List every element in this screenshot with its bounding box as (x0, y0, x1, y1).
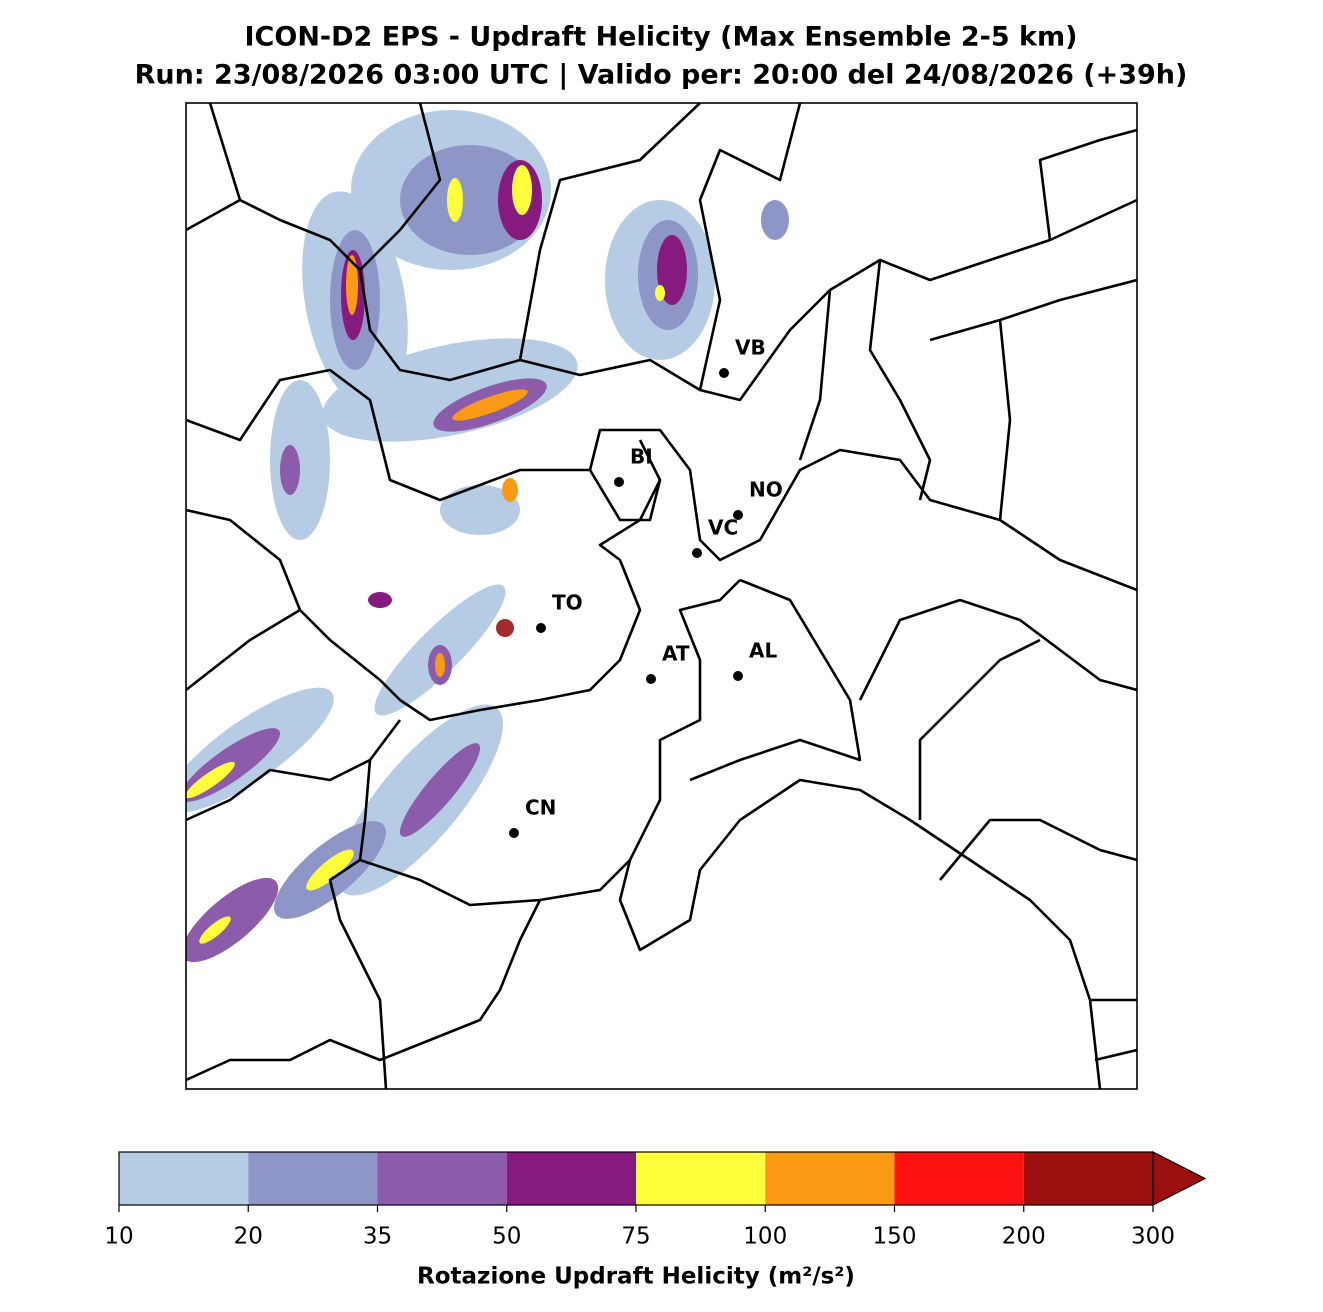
city-dot (536, 623, 546, 633)
colorbar: 10 20 35 50 75 100 150 200 300 (104, 1151, 1207, 1250)
colorbar-swatch (894, 1152, 1024, 1205)
colorbar-tick-label: 200 (1002, 1224, 1046, 1250)
colorbar-swatch (248, 1152, 378, 1205)
colorbar-tick-label: 35 (363, 1224, 392, 1250)
colorbar-label: Rotazione Updraft Helicity (m²/s²) (417, 1264, 855, 1290)
colorbar-swatch (1023, 1152, 1153, 1205)
colorbar-extension (1152, 1151, 1207, 1206)
helicity-field (186, 110, 789, 963)
city-label: CN (525, 796, 556, 820)
map-frame (185, 102, 1138, 1090)
city-label: AL (749, 639, 777, 663)
title-line: Run: 23/08/2026 03:00 UTC | Valido per: … (135, 60, 1188, 91)
borders (186, 103, 1137, 1089)
city-dot (692, 548, 702, 558)
colorbar-tick-label: 50 (492, 1224, 521, 1250)
city-label: BI (630, 445, 653, 469)
location-marker (496, 619, 514, 637)
colorbar-swatch (765, 1152, 895, 1205)
colorbar-swatch (506, 1152, 636, 1205)
city-dot (719, 368, 729, 378)
city-label: NO (749, 478, 783, 502)
colorbar-tick-label: 20 (234, 1224, 263, 1250)
colorbar-tick-label: 150 (873, 1224, 917, 1250)
city-label: TO (552, 591, 583, 615)
city-dot (733, 671, 743, 681)
city-label: VC (708, 516, 738, 540)
colorbar-tick-label: 10 (104, 1224, 133, 1250)
colorbar-swatch (119, 1152, 249, 1205)
colorbar-swatch (377, 1152, 507, 1205)
city-dot (509, 828, 519, 838)
colorbar-tick-label: 100 (743, 1224, 787, 1250)
title-line: ICON-D2 EPS - Updraft Helicity (Max Ense… (245, 22, 1078, 53)
city-label: VB (735, 336, 766, 360)
map-area: VB BI NO VC TO AT AL CN (186, 103, 1137, 1089)
colorbar-swatch (636, 1152, 766, 1205)
city-dot (614, 477, 624, 487)
city-dot (646, 674, 656, 684)
city-dot (733, 510, 743, 520)
city-label: AT (662, 642, 690, 666)
colorbar-tick-label: 75 (621, 1224, 650, 1250)
colorbar-tick-label: 300 (1131, 1224, 1175, 1250)
city-layer: VB BI NO VC TO AT AL CN (509, 336, 783, 838)
